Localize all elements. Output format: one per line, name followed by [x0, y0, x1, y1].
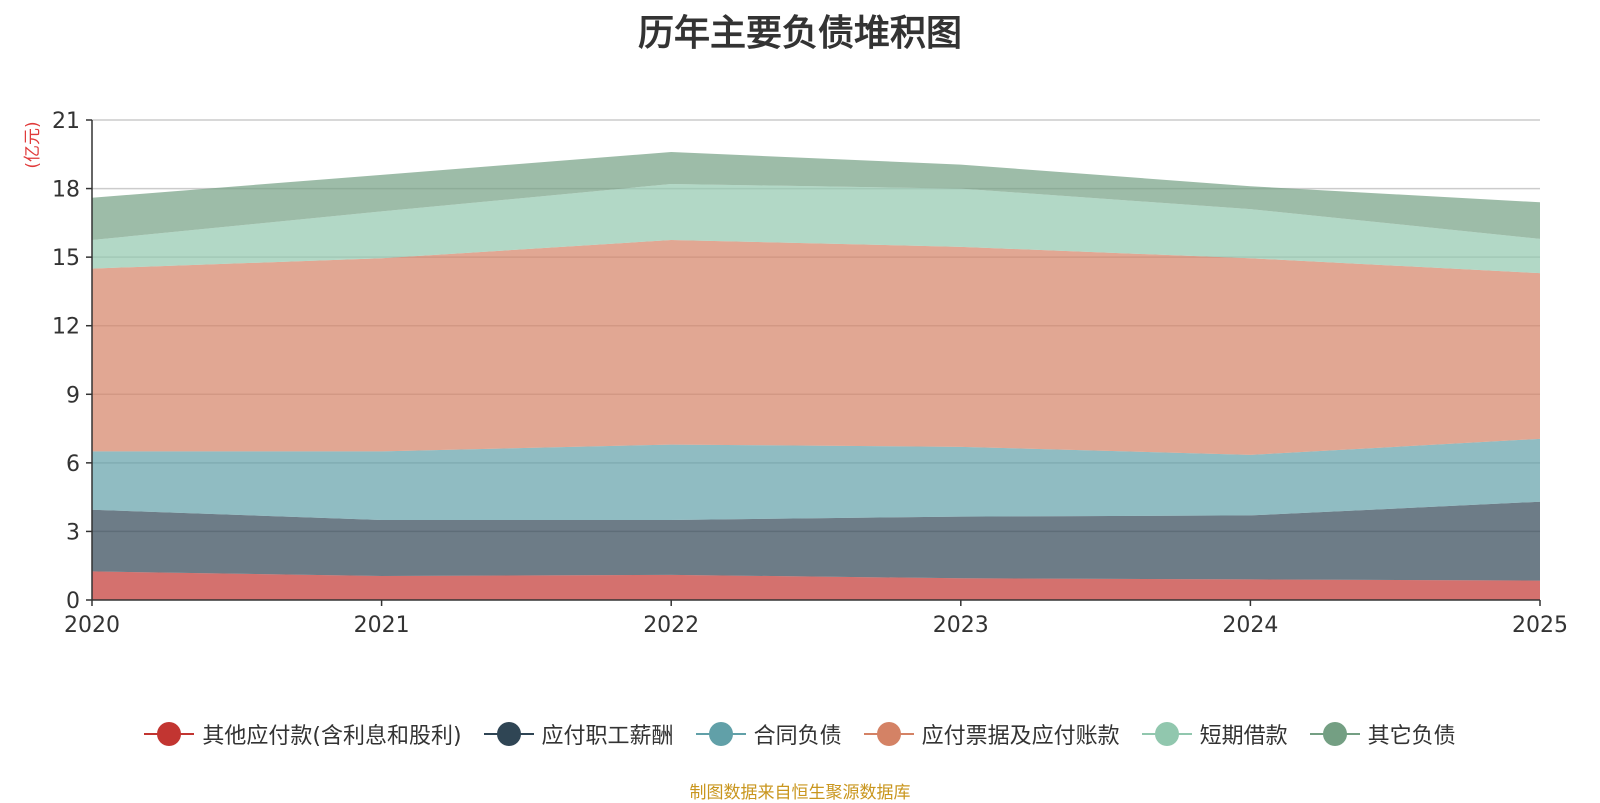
y-tick-label: 3 — [66, 520, 80, 545]
y-tick-label: 0 — [66, 589, 80, 614]
y-tick-label: 12 — [52, 315, 80, 340]
area-series-1[interactable] — [92, 571, 1540, 600]
y-tick-label: 6 — [66, 452, 80, 477]
legend-label: 短期借款 — [1199, 724, 1288, 749]
x-tick-label: 2025 — [1512, 613, 1568, 638]
y-axis-unit-label: (亿元) — [23, 121, 43, 168]
y-tick-label: 18 — [52, 178, 80, 203]
legend-label: 应付票据及应付账款 — [921, 724, 1120, 749]
y-tick-label: 9 — [66, 383, 80, 408]
x-tick-label: 2024 — [1222, 613, 1278, 638]
legend: 其他应付款(含利息和股利) 应付职工薪酬 合同负债 应付票据及应付账款 短期借款 其它负债 — [0, 714, 1600, 754]
data-source-note: 制图数据来自恒生聚源数据库 — [689, 783, 911, 803]
legend-item-1[interactable]: 其他应付款(含利息和股利) — [144, 718, 462, 750]
legend-item-5[interactable]: 短期借款 — [1141, 718, 1288, 750]
legend-item-2[interactable]: 应付职工薪酬 — [483, 718, 674, 750]
y-tick-label: 15 — [52, 246, 80, 271]
x-tick-label: 2023 — [933, 613, 989, 638]
legend-item-3[interactable]: 合同负债 — [695, 718, 842, 750]
legend-marker-icon — [863, 721, 914, 747]
chart-title: 历年主要负债堆积图 — [637, 13, 962, 54]
area-series-6[interactable] — [92, 152, 1540, 240]
area-series-3[interactable] — [92, 438, 1540, 520]
area-series-5[interactable] — [92, 184, 1540, 274]
legend-label: 其它负债 — [1367, 724, 1456, 749]
legend-marker-icon — [695, 721, 746, 747]
legend-marker-icon — [483, 721, 534, 747]
y-tick-label: 21 — [52, 109, 80, 134]
area-series-4[interactable] — [92, 240, 1540, 455]
x-tick-label: 2020 — [64, 613, 120, 638]
area-series — [92, 152, 1540, 600]
legend-label: 应付职工薪酬 — [541, 724, 674, 749]
area-series-2[interactable] — [92, 501, 1540, 581]
legend-marker-icon — [1309, 721, 1360, 747]
legend-item-4[interactable]: 应付票据及应付账款 — [863, 718, 1120, 750]
legend-marker-icon — [1141, 721, 1192, 747]
legend-label: 其他应付款(含利息和股利) — [202, 724, 462, 749]
legend-marker-icon — [144, 721, 195, 747]
axes: 0 3 6 9 12 15 18 21 2020 2021 2022 2023 2024 2025 — [52, 109, 1568, 638]
legend-item-6[interactable]: 其它负债 — [1309, 718, 1456, 750]
x-tick-label: 2021 — [354, 613, 410, 638]
legend-label: 合同负债 — [753, 724, 842, 749]
x-tick-label: 2022 — [643, 613, 699, 638]
